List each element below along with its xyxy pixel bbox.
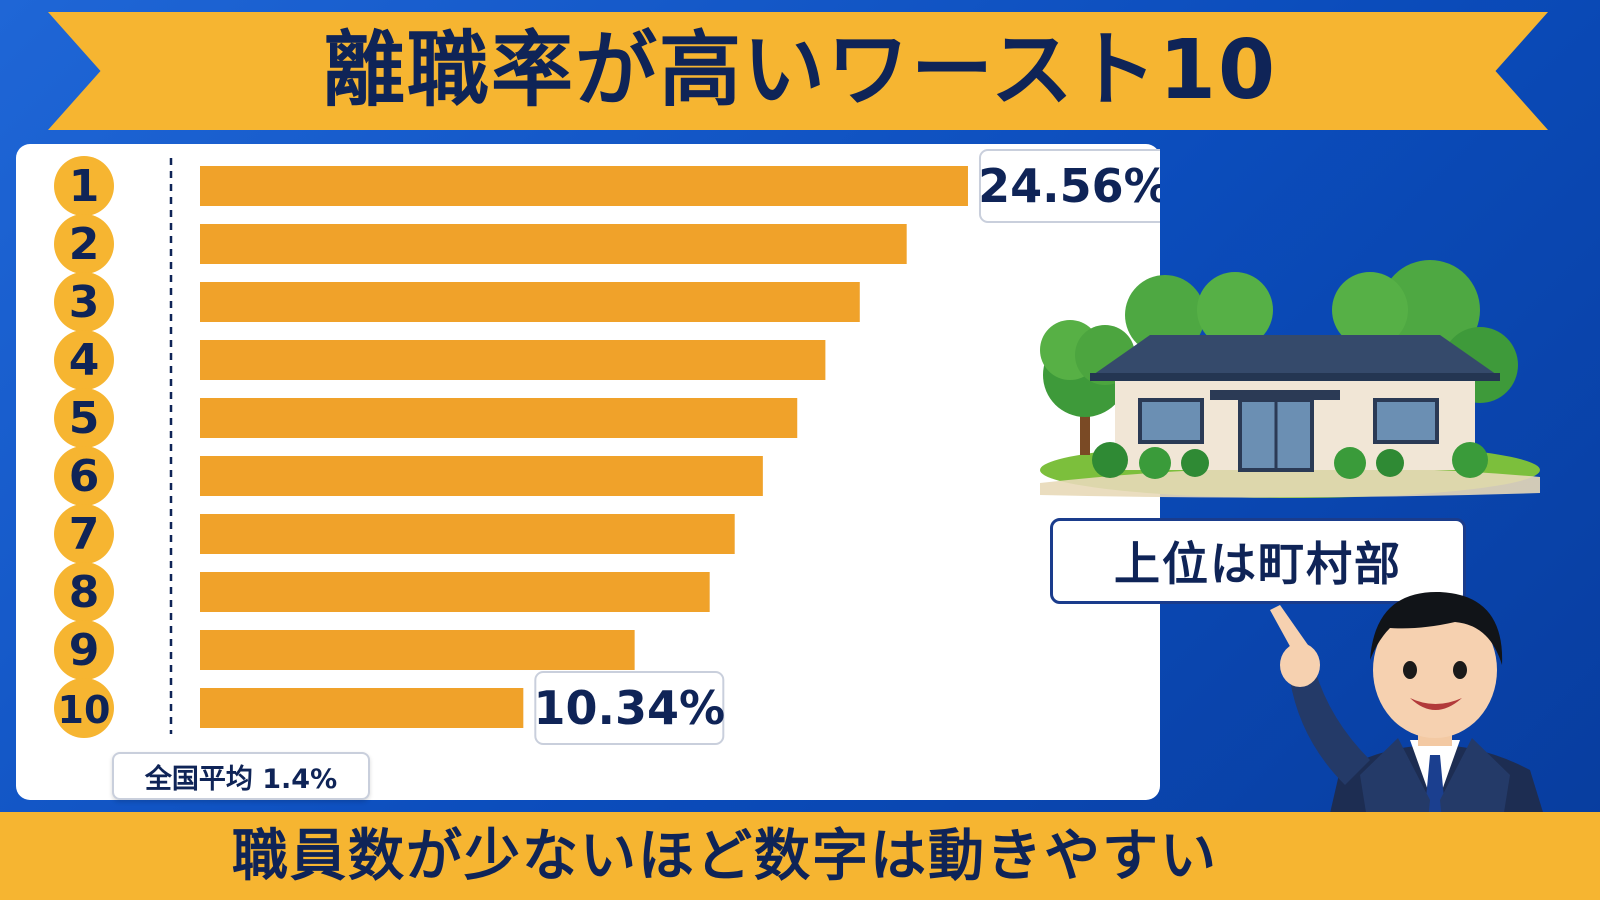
chart-panel: 1 2 3 4 5 6 7 8 9 10 24.56% 10.34% <box>16 144 1160 800</box>
rank-circle <box>54 156 114 216</box>
bar <box>200 340 826 380</box>
rank-label: 5 <box>69 393 100 444</box>
rank-circle <box>54 272 114 332</box>
data-label-text: 10.34% <box>534 681 726 735</box>
page-title: 離職率が高いワースト10 <box>322 23 1277 118</box>
bar <box>200 398 798 438</box>
national-average-label: 全国平均 1.4% <box>112 752 370 800</box>
data-label-box <box>534 671 725 745</box>
rural-town-hall-icon <box>1040 260 1540 498</box>
rank-circle <box>54 620 114 680</box>
bar <box>200 688 524 728</box>
data-label-box <box>978 149 1160 223</box>
rank-circle <box>54 504 114 564</box>
data-label-text: 24.56% <box>978 159 1160 213</box>
rank-label: 8 <box>69 567 100 618</box>
rank-label: 2 <box>69 219 100 270</box>
bar <box>200 630 635 670</box>
callout-rural-top: 上位は町村部 <box>1050 518 1466 604</box>
rank-circle <box>54 330 114 390</box>
bar <box>200 572 710 612</box>
bar-chart: 1 2 3 4 5 6 7 8 9 10 24.56% 10.34% <box>54 149 1160 745</box>
rank-label: 10 <box>58 688 111 732</box>
subtitle: 職員数が少ないほど数字は動きやすい <box>232 824 1218 889</box>
rank-circle <box>54 214 114 274</box>
rank-circle <box>54 678 114 738</box>
rank-circle <box>54 446 114 506</box>
data-label: 10.34% <box>534 671 726 745</box>
bar <box>200 166 968 206</box>
rank-circle <box>54 388 114 448</box>
title-ribbon <box>48 12 1548 130</box>
rank-label: 6 <box>69 451 100 502</box>
bar <box>200 514 735 554</box>
rank-label: 4 <box>69 335 100 386</box>
data-label: 24.56% <box>978 149 1160 223</box>
bar <box>200 456 763 496</box>
bar <box>200 224 907 264</box>
rank-label: 1 <box>69 161 100 212</box>
rank-label: 9 <box>69 625 100 676</box>
bottom-band <box>0 812 1600 900</box>
rank-label: 7 <box>69 509 100 560</box>
bar <box>200 282 860 322</box>
rank-label: 3 <box>69 277 100 328</box>
rank-circle <box>54 562 114 622</box>
